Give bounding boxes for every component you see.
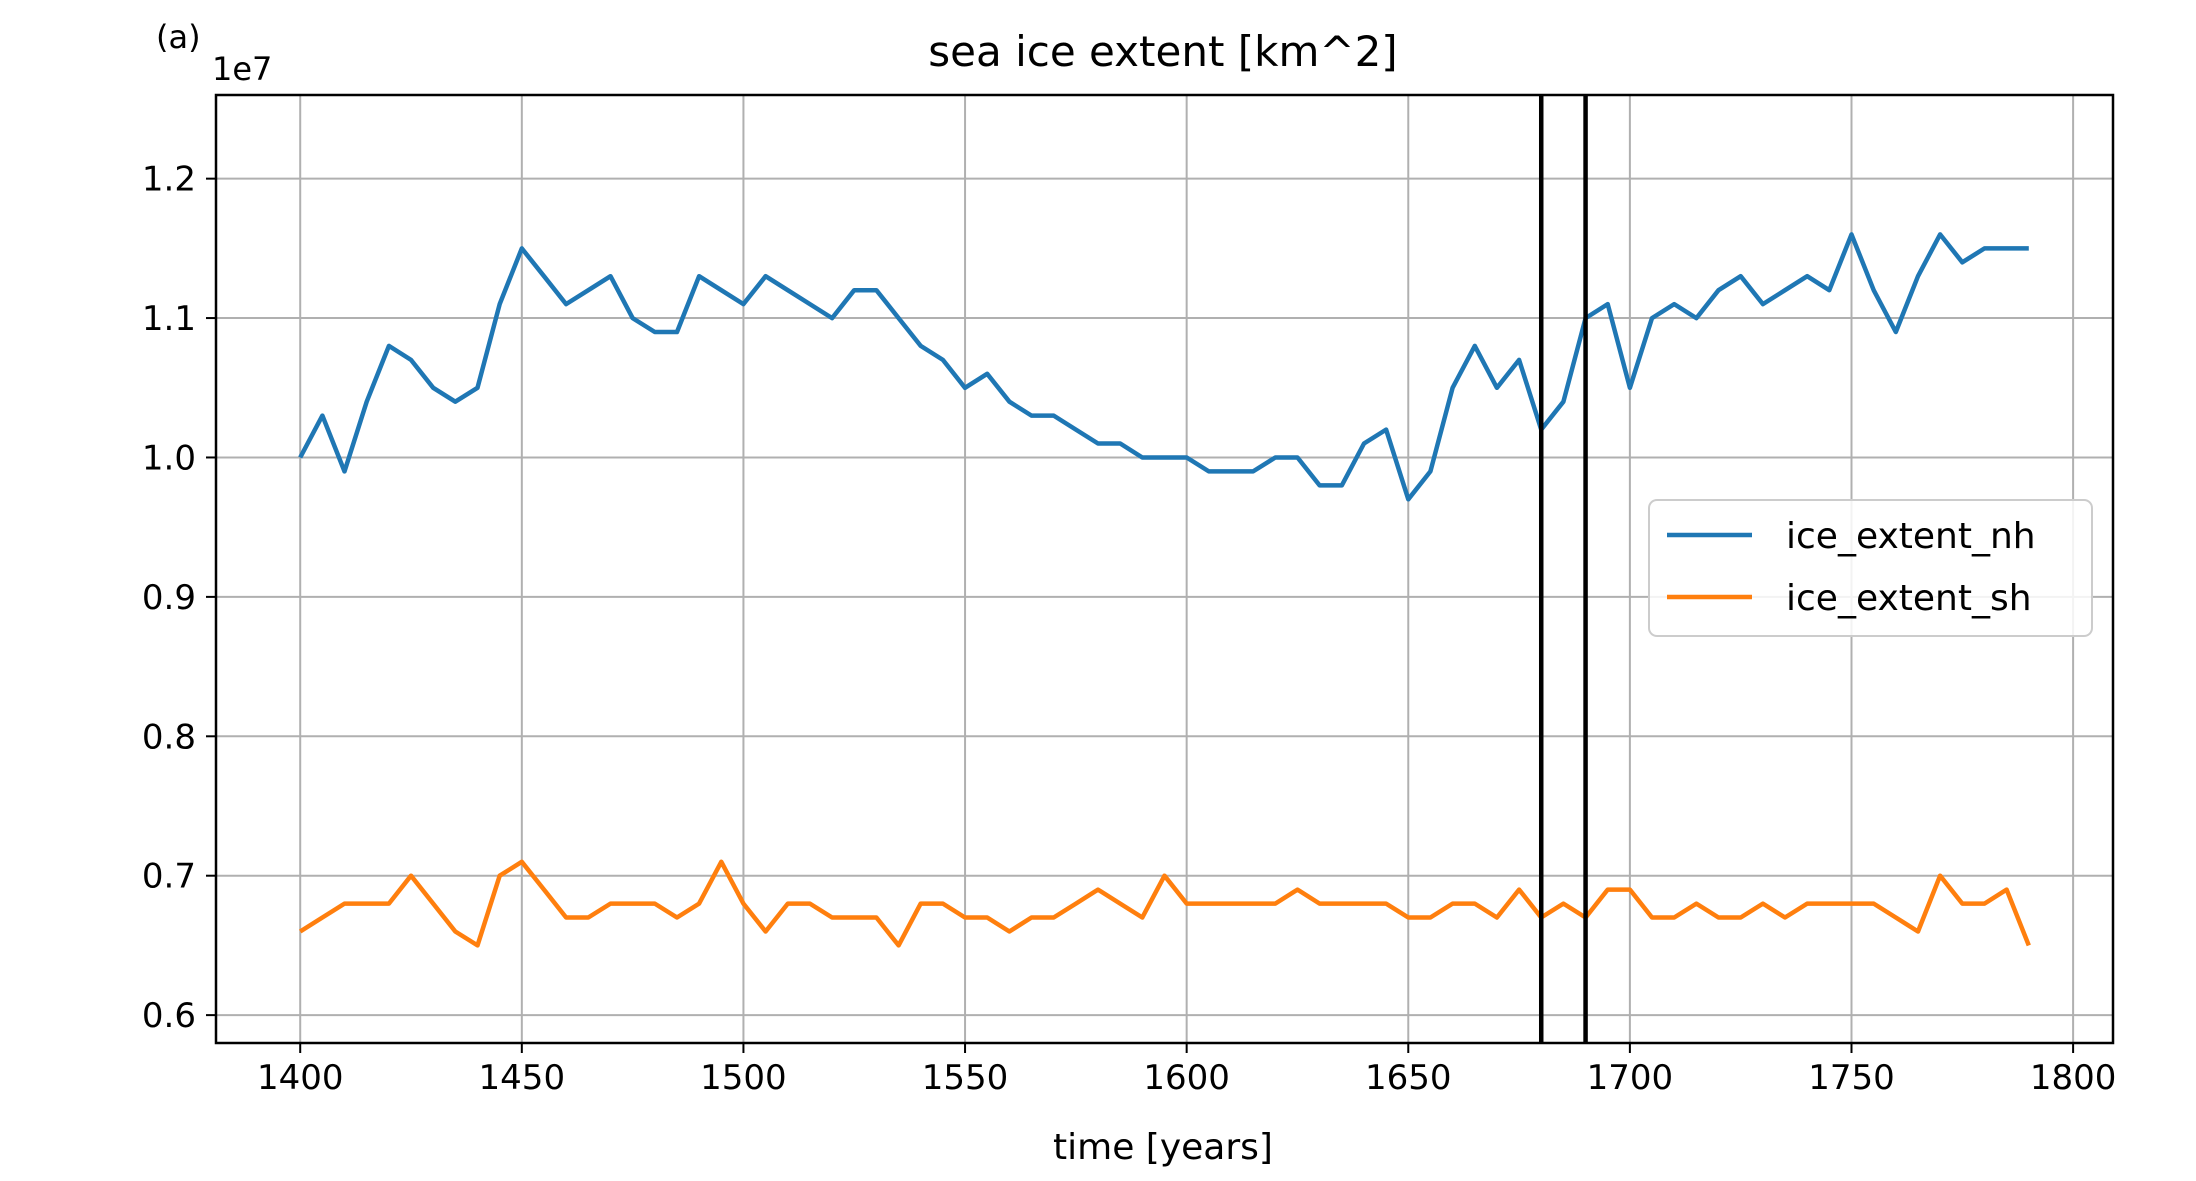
y-axis-ticks: 0.6 0.7 0.8 0.9 1.0 1.1 1.2 (142, 160, 216, 1036)
x-tick-label: 1800 (2030, 1058, 2117, 1098)
y-axis-offset-label: 1e7 (212, 50, 272, 88)
x-tick-label: 1550 (922, 1058, 1009, 1098)
x-tick-label: 1750 (1808, 1058, 1895, 1098)
legend: ice_extent_nh ice_extent_sh (1648, 499, 2093, 637)
legend-label-sh: ice_extent_sh (1786, 578, 2032, 619)
series-line-sh (298, 859, 2031, 948)
chart-title: sea ice extent [km^2] (928, 27, 1397, 76)
y-tick-label: 0.7 (142, 857, 196, 897)
y-tick-label: 1.1 (142, 299, 196, 339)
y-tick-label: 0.6 (142, 996, 196, 1036)
x-tick-label: 1400 (257, 1058, 344, 1098)
legend-box (1648, 499, 2093, 637)
y-tick-label: 0.8 (142, 717, 196, 757)
x-tick-label: 1500 (700, 1058, 787, 1098)
x-tick-label: 1600 (1143, 1058, 1230, 1098)
series-lines (298, 232, 2031, 948)
y-tick-label: 0.9 (142, 578, 196, 618)
panel-label: (a) (156, 18, 201, 56)
x-tick-label: 1450 (479, 1058, 566, 1098)
x-tick-label: 1650 (1365, 1058, 1452, 1098)
y-tick-label: 1.0 (142, 438, 196, 478)
x-axis-ticks: 1400 1450 1500 1550 1600 1650 1700 1750 1800 (257, 1043, 2116, 1098)
plot-frame (214, 93, 2115, 1045)
vertical-markers (1538, 95, 1588, 1043)
x-tick-label: 1700 (1587, 1058, 1674, 1098)
y-tick-label: 1.2 (142, 160, 196, 200)
x-axis-label: time [years] (1053, 1127, 1273, 1168)
series-line-nh (298, 232, 2029, 502)
legend-label-nh: ice_extent_nh (1786, 516, 2036, 557)
